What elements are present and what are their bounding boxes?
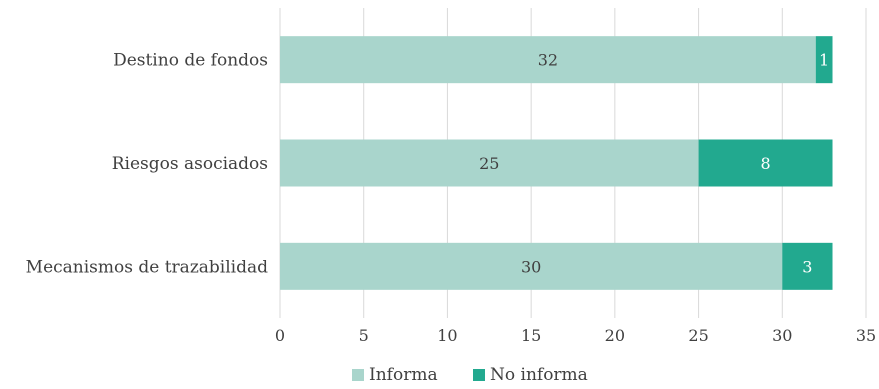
legend-swatch: [352, 369, 364, 381]
legend: Informa No informa: [352, 365, 588, 385]
x-tick-label: 0: [275, 326, 285, 345]
data-label: 1: [819, 51, 829, 70]
bar-segment: [698, 139, 833, 187]
x-tick-label: 15: [521, 326, 541, 345]
bar-segment: [280, 36, 816, 84]
bars: [280, 36, 833, 290]
x-tick-label: 10: [437, 326, 457, 345]
x-tick-label: 30: [772, 326, 792, 345]
bar-segment: [782, 242, 833, 290]
x-tick-label: 20: [605, 326, 625, 345]
data-label: 32: [538, 51, 558, 70]
bar-segment: [280, 139, 699, 187]
x-tick-label: 5: [359, 326, 369, 345]
data-label: 30: [521, 257, 541, 276]
category-label: Mecanismos de trazabilidad: [26, 257, 268, 277]
data-label: 3: [802, 257, 812, 276]
labels: 0 5 10 15 20 25 30 35 Destino de fondos 32 1 Riesgo…: [26, 51, 877, 345]
bar-segment: [280, 242, 783, 290]
legend-swatch: [473, 369, 485, 381]
legend-label: No informa: [490, 365, 588, 385]
bar-segment: [815, 36, 833, 84]
data-label: 8: [760, 154, 770, 173]
category-label: Destino de fondos: [113, 51, 268, 71]
data-label: 25: [479, 154, 499, 173]
category-label: Riesgos asociados: [112, 154, 268, 174]
x-tick-label: 25: [688, 326, 708, 345]
legend-label: Informa: [369, 365, 438, 385]
x-tick-label: 35: [856, 326, 876, 345]
